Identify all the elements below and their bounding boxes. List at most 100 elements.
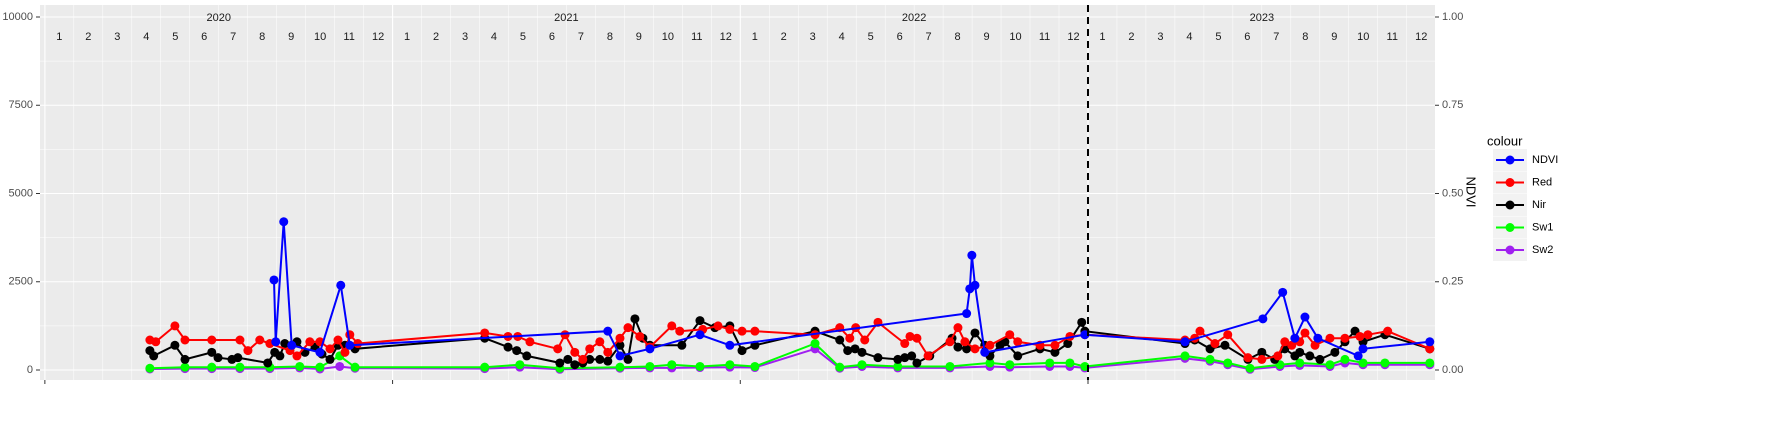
point bbox=[340, 347, 350, 357]
point bbox=[1013, 351, 1023, 361]
year-label: 2022 bbox=[902, 12, 926, 24]
point bbox=[695, 330, 705, 340]
point bbox=[835, 335, 845, 345]
point bbox=[1180, 351, 1190, 361]
point bbox=[1050, 340, 1060, 350]
point bbox=[967, 250, 977, 260]
panel bbox=[40, 5, 1435, 380]
y-tick-label: 5000 bbox=[9, 187, 33, 199]
month-label: 3 bbox=[114, 31, 120, 43]
month-label: 5 bbox=[172, 31, 178, 43]
point bbox=[271, 337, 281, 347]
y2-tick-label: 0.50 bbox=[1442, 187, 1463, 199]
point bbox=[207, 335, 217, 345]
point bbox=[980, 347, 990, 357]
point bbox=[985, 358, 995, 368]
y-tick-label: 2500 bbox=[9, 276, 33, 288]
point bbox=[170, 321, 180, 331]
point bbox=[525, 337, 535, 347]
point bbox=[1005, 360, 1015, 370]
legend-dot bbox=[1505, 223, 1515, 232]
legend-label: NDVI bbox=[1532, 154, 1558, 166]
point bbox=[907, 351, 917, 361]
month-label: 11 bbox=[1387, 31, 1398, 43]
month-label: 12 bbox=[1067, 31, 1079, 43]
point bbox=[843, 346, 853, 356]
point bbox=[860, 335, 870, 345]
point bbox=[1358, 344, 1368, 354]
point bbox=[1065, 358, 1075, 368]
point bbox=[345, 340, 355, 350]
point bbox=[1310, 340, 1320, 350]
point bbox=[1340, 354, 1350, 364]
point bbox=[480, 362, 490, 372]
month-label: 3 bbox=[462, 31, 468, 43]
month-label: 9 bbox=[288, 31, 294, 43]
point bbox=[695, 361, 705, 371]
point bbox=[295, 361, 305, 371]
point bbox=[233, 353, 243, 363]
year-label: 2023 bbox=[1250, 12, 1274, 24]
point bbox=[970, 280, 980, 290]
point bbox=[1257, 347, 1267, 357]
point bbox=[151, 337, 161, 347]
point bbox=[677, 340, 687, 350]
y-tick-label: 0 bbox=[27, 364, 33, 376]
month-label: 8 bbox=[607, 31, 613, 43]
point bbox=[325, 344, 335, 354]
point bbox=[235, 362, 245, 372]
point bbox=[615, 340, 625, 350]
legend-label: Sw2 bbox=[1532, 244, 1553, 256]
legend-label: Red bbox=[1532, 176, 1552, 188]
point bbox=[1243, 353, 1253, 363]
point bbox=[750, 326, 760, 336]
month-label: 2 bbox=[1128, 31, 1134, 43]
point bbox=[912, 333, 922, 343]
point bbox=[1045, 358, 1055, 368]
point bbox=[149, 351, 159, 361]
point bbox=[667, 360, 677, 370]
point bbox=[578, 354, 588, 364]
point bbox=[555, 358, 565, 368]
y2-tick-label: 0.25 bbox=[1442, 276, 1463, 288]
point bbox=[1180, 337, 1190, 347]
point bbox=[315, 362, 325, 372]
point bbox=[279, 217, 289, 227]
month-label: 5 bbox=[868, 31, 874, 43]
month-label: 12 bbox=[1415, 31, 1427, 43]
point bbox=[287, 340, 297, 350]
month-label: 7 bbox=[230, 31, 236, 43]
point bbox=[1383, 326, 1393, 336]
y2-axis-title: NDVI bbox=[1464, 176, 1479, 207]
point bbox=[900, 353, 910, 363]
month-label: 1 bbox=[56, 31, 62, 43]
point bbox=[480, 328, 490, 338]
point bbox=[350, 362, 360, 372]
point bbox=[570, 347, 580, 357]
month-label: 8 bbox=[955, 31, 961, 43]
point bbox=[1340, 333, 1350, 343]
month-label: 4 bbox=[1186, 31, 1192, 43]
point bbox=[280, 339, 290, 349]
month-label: 3 bbox=[1157, 31, 1163, 43]
point bbox=[695, 316, 705, 326]
point bbox=[1305, 351, 1315, 361]
point bbox=[515, 360, 525, 370]
point bbox=[970, 344, 980, 354]
year-label: 2021 bbox=[554, 12, 578, 24]
point bbox=[725, 324, 735, 334]
point bbox=[1425, 337, 1435, 347]
point bbox=[1050, 347, 1060, 357]
point bbox=[857, 360, 867, 370]
month-label: 7 bbox=[578, 31, 584, 43]
point bbox=[145, 363, 155, 373]
point bbox=[1358, 358, 1368, 368]
point bbox=[292, 351, 302, 361]
marks bbox=[145, 5, 1435, 380]
month-label: 6 bbox=[201, 31, 207, 43]
point bbox=[615, 351, 625, 361]
point bbox=[1195, 326, 1205, 336]
point bbox=[345, 330, 355, 340]
point bbox=[905, 331, 915, 341]
